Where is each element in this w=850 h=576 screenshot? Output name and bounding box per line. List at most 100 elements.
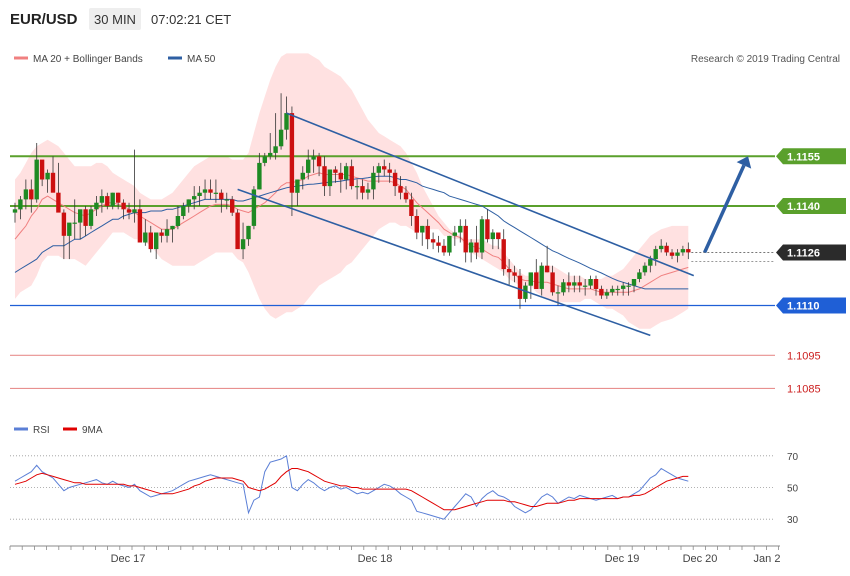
candle-body — [349, 166, 354, 187]
candle-body — [289, 113, 295, 193]
x-tick-label-dec-19: Dec 19 — [605, 553, 640, 565]
candle-body — [39, 159, 45, 180]
candle-body — [268, 152, 273, 157]
candle-body — [659, 245, 664, 250]
candle-body — [566, 282, 572, 286]
candle-body — [23, 189, 29, 200]
candle-body — [246, 225, 251, 240]
x-tick-label-jan-2: Jan 2 — [754, 553, 781, 565]
legend-9ma-label: 9MA — [82, 425, 103, 436]
bollinger-bands — [15, 53, 689, 329]
rsi-9ma-line — [14, 468, 689, 511]
candle-body — [463, 225, 468, 253]
candle-body — [83, 209, 88, 226]
candle-body — [300, 172, 305, 180]
candle-body — [675, 252, 680, 256]
rsi-tick-label-70: 70 — [787, 452, 799, 463]
price-tag-1.1110 — [776, 297, 846, 314]
chart-header: EUR/USD 30 MIN 07:02:21 CET — [10, 8, 231, 30]
price-tag-label-1.1155: 1.1155 — [787, 151, 820, 163]
candlesticks — [12, 93, 691, 309]
candle-body — [485, 219, 490, 240]
candle-body — [398, 186, 403, 193]
candle-body — [224, 199, 229, 201]
candle-body — [186, 199, 191, 206]
price-level-label-1.1095: 1.1095 — [787, 350, 821, 362]
candle-body — [213, 192, 219, 194]
candle-body — [490, 232, 495, 240]
candle-body — [561, 282, 566, 293]
rsi-line — [14, 454, 689, 520]
candle-body — [615, 288, 620, 291]
candle-body — [550, 272, 555, 293]
candle-body — [425, 225, 430, 240]
candle-body — [512, 272, 517, 276]
candle-body — [648, 259, 653, 266]
candle-body — [621, 285, 626, 289]
candle-body — [555, 292, 561, 294]
candle-body — [61, 212, 67, 236]
bollinger-band-fill — [15, 53, 689, 329]
x-axis: Dec 17 Dec 18 Dec 19 Dec 20 Jan 2 — [9, 545, 781, 565]
candle-body — [517, 275, 523, 299]
candle-body — [637, 272, 642, 279]
candle-body — [29, 189, 34, 200]
candle-body — [387, 169, 392, 173]
candle-body — [45, 172, 50, 180]
candle-body — [175, 216, 181, 226]
candle-body — [170, 225, 175, 230]
candle-body — [392, 172, 398, 187]
forecast-arrow-shaft — [703, 164, 746, 254]
candle-body — [523, 285, 528, 299]
x-tick-label-dec-17: Dec 17 — [111, 553, 146, 565]
candle-body — [192, 196, 197, 200]
candle-body — [474, 242, 479, 253]
candle-body — [599, 288, 604, 296]
candle-body — [78, 209, 83, 223]
candle-body — [582, 285, 588, 287]
candle-body — [382, 166, 387, 170]
candle-body — [235, 212, 240, 250]
candle-body — [436, 242, 441, 246]
candle-body — [468, 242, 474, 253]
candle-body — [534, 272, 539, 289]
candle-body — [67, 222, 72, 236]
candle-body — [528, 272, 533, 286]
candle-body — [441, 245, 447, 253]
candle-body — [610, 288, 615, 293]
price-level-tags: 1.1155 1.1140 1.1126 1.1110 1.1095 1.1085 — [776, 148, 846, 395]
timeframe-badge[interactable] — [89, 8, 141, 30]
price-level-label-1.1085: 1.1085 — [787, 383, 821, 395]
candle-body — [208, 189, 213, 193]
price-legend: MA 20 + Bollinger Bands MA 50 Research ©… — [14, 54, 840, 65]
candle-body — [99, 196, 105, 203]
candle-body — [262, 156, 267, 163]
candle-body — [230, 199, 235, 213]
candle-body — [181, 206, 186, 216]
candle-body — [669, 252, 675, 256]
candle-body — [56, 192, 61, 213]
candle-body — [197, 192, 202, 196]
candle-body — [94, 202, 99, 210]
trend-annotations — [237, 112, 752, 337]
candle-body — [458, 225, 463, 233]
price-tag-label-1.1126: 1.1126 — [787, 247, 820, 259]
candle-body — [34, 159, 39, 200]
candle-body — [278, 129, 284, 147]
candle-body — [642, 265, 648, 273]
candle-body — [447, 235, 452, 253]
candle-body — [371, 172, 376, 190]
candle-body — [121, 202, 126, 210]
candle-body — [626, 285, 631, 287]
candle-body — [12, 209, 18, 213]
candle-body — [251, 189, 257, 226]
candle-body — [539, 265, 544, 289]
forecast-arrowhead — [736, 156, 752, 169]
candle-body — [284, 113, 289, 130]
candle-body — [344, 166, 349, 180]
candle-body — [72, 222, 77, 224]
candle-body — [354, 186, 360, 188]
price-tag-label-1.1110: 1.1110 — [787, 301, 819, 313]
